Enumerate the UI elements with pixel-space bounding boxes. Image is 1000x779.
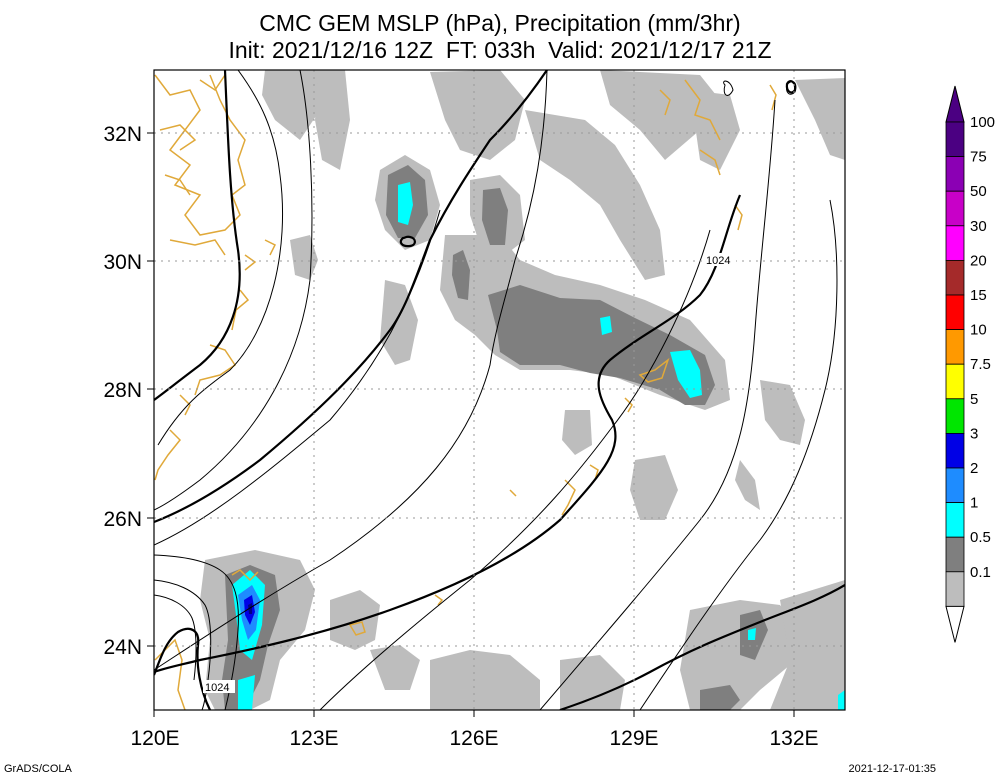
colorbar-segment	[945, 294, 965, 330]
lat-label: 32N	[103, 123, 142, 146]
lon-label: 120E	[130, 727, 179, 750]
lat-label: 28N	[103, 379, 142, 402]
colorbar-label: 3	[970, 425, 978, 442]
isobar-label: 1024	[706, 255, 730, 267]
colorbar-segment	[945, 121, 965, 157]
lon-label: 129E	[609, 727, 658, 750]
colorbar-label: 2	[970, 460, 978, 477]
colorbar-label: 50	[970, 183, 987, 200]
colorbar-top-arrow	[945, 85, 965, 123]
isobars-thick	[154, 70, 845, 710]
footer-timestamp: 2021-12-17-01:35	[848, 763, 936, 775]
colorbar-segment	[945, 571, 965, 607]
colorbar-label: 1	[970, 495, 978, 512]
colorbar-segment	[945, 536, 965, 573]
colorbar-label: 15	[970, 287, 987, 304]
colorbar-segment	[945, 398, 965, 434]
colorbar-label: 30	[970, 218, 987, 235]
colorbar-label: 0.1	[970, 564, 991, 581]
colorbar-segment	[945, 329, 965, 365]
isobar-label: 1024	[205, 682, 229, 694]
lat-label: 24N	[103, 636, 142, 659]
map-title: CMC GEM MSLP (hPa), Precipitation (mm/3h…	[259, 10, 741, 36]
colorbar-segment	[945, 502, 965, 538]
colorbar-label: 0.5	[970, 529, 991, 546]
footer-credit: GrADS/COLA	[4, 763, 72, 775]
colorbar-label: 20	[970, 252, 987, 269]
lat-label: 26N	[103, 508, 142, 531]
colorbar-segment	[945, 225, 965, 261]
colorbar-label: 100	[970, 114, 995, 131]
colorbar-segment	[945, 259, 965, 296]
precip-2mm-areas	[238, 585, 260, 640]
axis-ticks	[147, 132, 795, 717]
colorbar-label: 75	[970, 149, 987, 166]
colorbar-segment	[945, 363, 965, 400]
map-frame	[153, 69, 846, 711]
colorbar-label: 10	[970, 322, 987, 339]
lon-label: 126E	[449, 727, 498, 750]
colorbar-label: 5	[970, 391, 978, 408]
grid-lines	[154, 70, 845, 710]
colorbar-bottom-arrow	[945, 605, 965, 643]
lon-label: 132E	[769, 727, 818, 750]
map-area: 1024 1024	[154, 70, 845, 710]
precip-colorbar: 100 75 50 30 20 15 10 7.5 5 3 2 1 0.5 0.1	[945, 85, 995, 643]
map-subtitle: Init: 2021/12/16 12Z FT: 033h Valid: 202…	[228, 37, 772, 63]
isobar-labels: 1024 1024	[203, 253, 736, 694]
lon-label: 123E	[289, 727, 338, 750]
colorbar-segment	[945, 190, 965, 227]
colorbar-segment	[945, 467, 965, 503]
lat-label: 30N	[103, 251, 142, 274]
colorbar-segment	[945, 432, 965, 469]
colorbar-label: 7.5	[970, 356, 991, 373]
colorbar-segment	[945, 156, 965, 192]
